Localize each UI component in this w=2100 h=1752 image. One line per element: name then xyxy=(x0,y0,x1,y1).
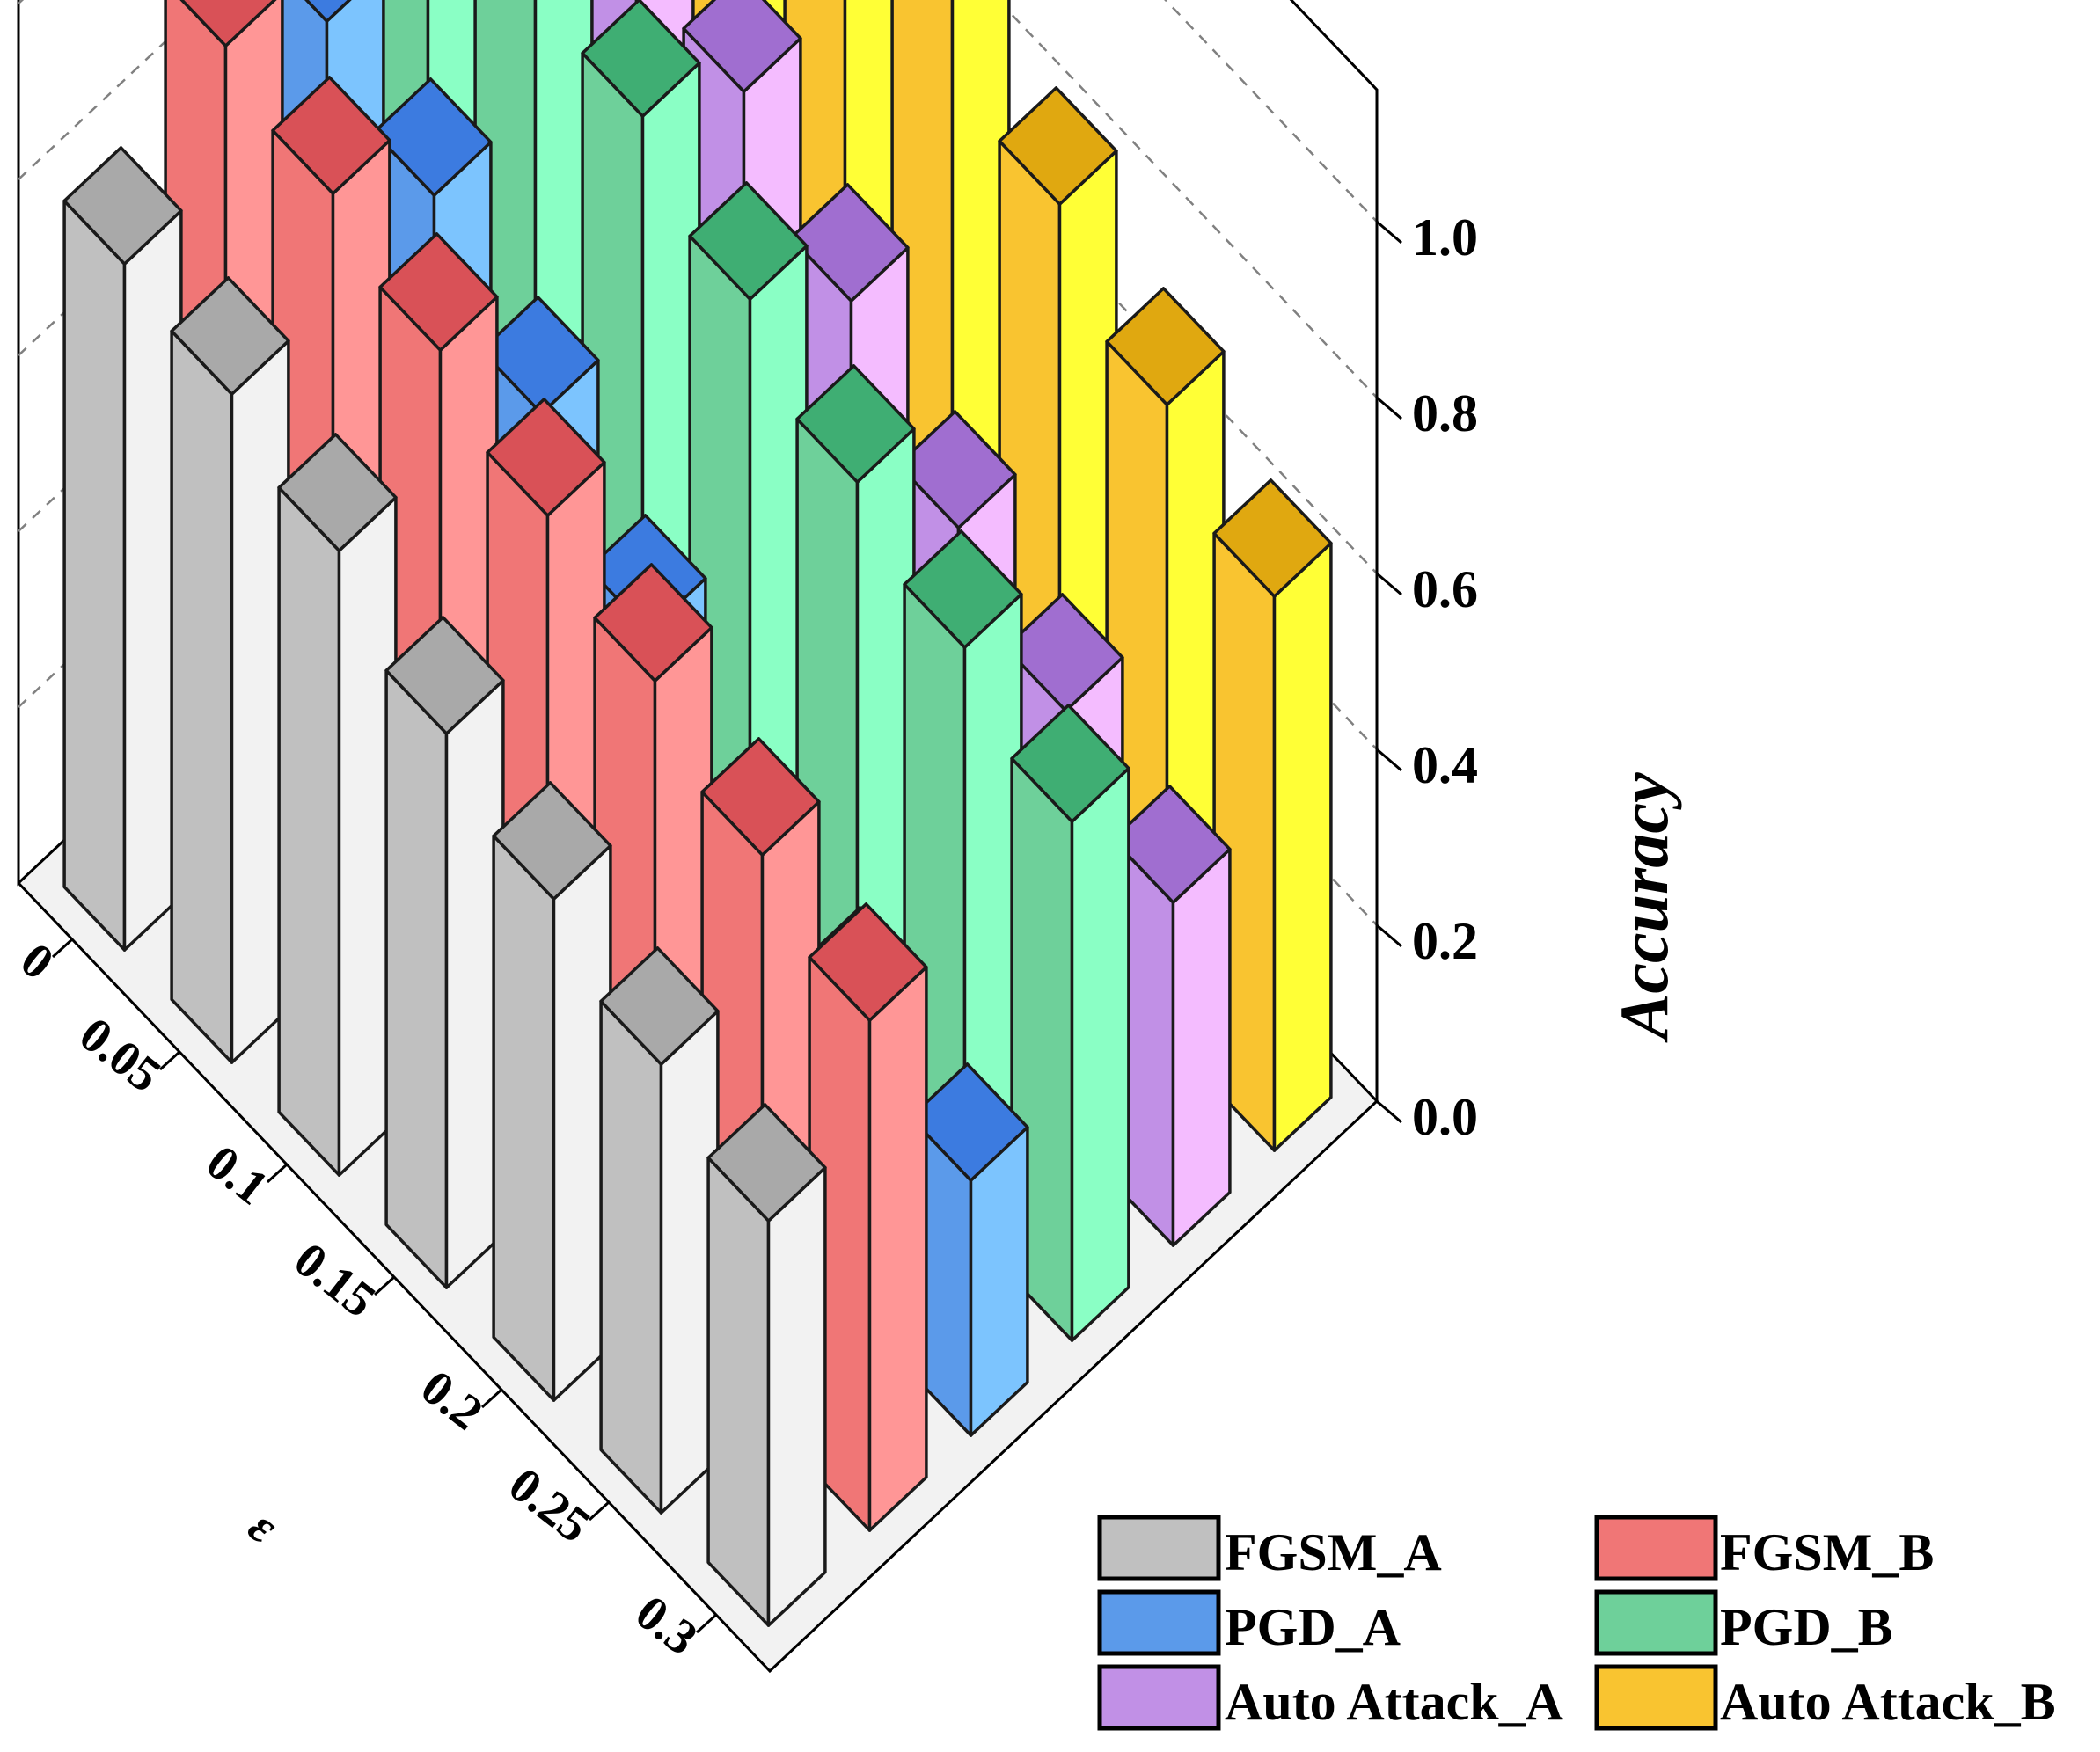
legend-swatch-auto-attack-b xyxy=(1594,1664,1718,1731)
bar-left-face xyxy=(706,1156,771,1627)
bar-fgsm-a-eps-0-25 xyxy=(599,946,720,1515)
legend-label-pgd-a: PGD_A xyxy=(1225,1598,1401,1656)
bar-right-face xyxy=(1272,541,1333,1152)
x-tick-label-4: 0.2 xyxy=(411,1360,493,1441)
bars xyxy=(62,0,1333,1627)
z-tick-0 xyxy=(1376,1099,1402,1124)
z-tick-3 xyxy=(1376,572,1402,596)
z-tick-label-5: 1.0 xyxy=(1412,208,1478,266)
bar-top-face xyxy=(372,77,493,197)
legend-label-fgsm-b: FGSM_B xyxy=(1720,1523,1934,1581)
z-tick-label-1: 0.2 xyxy=(1412,912,1478,970)
bar-top-face xyxy=(378,232,499,352)
x-tick-label-2: 0.1 xyxy=(196,1135,278,1215)
x-tick-label-0: 0 xyxy=(11,932,63,990)
bar-top-face xyxy=(1004,593,1124,712)
bar-top-face xyxy=(998,86,1118,206)
x-tick-label-6: 0.3 xyxy=(626,1585,707,1666)
bar-top-face xyxy=(1212,478,1333,598)
bar-left-face xyxy=(492,834,556,1402)
axes xyxy=(17,90,1402,1674)
bar-right-face xyxy=(1070,766,1130,1342)
legend-swatch-pgd-b xyxy=(1594,1589,1718,1656)
bar-fgsm-a-eps-0-1 xyxy=(277,433,398,1177)
bar-top-face xyxy=(909,1062,1029,1182)
legend-label-auto-attack-a: Auto Attack_A xyxy=(1225,1673,1563,1731)
bar-right-face xyxy=(867,965,928,1532)
bar-left-face xyxy=(277,485,341,1177)
bar-fgsm-a-eps-0-2 xyxy=(492,781,612,1402)
bar-right-face xyxy=(766,1165,827,1627)
bar-top-face xyxy=(271,76,391,195)
x-tick-4 xyxy=(480,1388,503,1409)
bar-fgsm-a-eps-0 xyxy=(62,146,183,952)
z-tick-5 xyxy=(1376,220,1402,245)
bar-top-face xyxy=(384,616,505,735)
bar-top-face xyxy=(593,563,713,683)
z-tick-label-4: 0.8 xyxy=(1412,384,1478,442)
z-tick-2 xyxy=(1376,748,1402,772)
legend: FGSM_A FGSM_B PGD_A PGD_B Auto Attack_A … xyxy=(1097,1515,2056,1731)
bar-top-face xyxy=(62,146,183,266)
bar-left-face xyxy=(599,999,663,1515)
z-tick-4 xyxy=(1376,396,1402,420)
bar-top-face xyxy=(808,902,928,1022)
bar-top-face xyxy=(277,433,398,552)
z-tick-labels: 0.0 0.2 0.4 0.6 0.8 1.0 xyxy=(1412,208,1478,1146)
z-tick-label-2: 0.4 xyxy=(1412,736,1478,794)
bar-top-face xyxy=(688,181,809,301)
x-axis-label: ε xyxy=(238,1499,288,1554)
bar-top-face xyxy=(795,364,916,484)
z-axis-label: Accuracy xyxy=(1606,772,1682,1044)
bar-top-face xyxy=(304,0,352,23)
legend-label-pgd-b: PGD_B xyxy=(1720,1598,1893,1656)
bar-fgsm-a-eps-0-05 xyxy=(170,276,290,1064)
bar-top-face xyxy=(170,276,290,396)
bar-auto-attack-a-eps-0-3 xyxy=(1111,785,1232,1247)
x-tick-6 xyxy=(695,1613,718,1634)
bar-top-face xyxy=(1111,785,1232,904)
x-tick-5 xyxy=(588,1500,611,1522)
z-tick-label-3: 0.6 xyxy=(1412,560,1478,618)
gridline-4 xyxy=(18,0,1378,398)
z-tick-1 xyxy=(1376,923,1402,948)
bar-top-face xyxy=(896,410,1017,529)
x-tick-0 xyxy=(51,938,74,959)
bar-top-face xyxy=(706,1103,827,1223)
bar-top-face xyxy=(682,0,802,93)
bar-fgsm-a-eps-0-3 xyxy=(706,1103,827,1627)
legend-swatch-pgd-a xyxy=(1097,1589,1221,1656)
bar-pgd-a-eps-0-3 xyxy=(909,1062,1029,1437)
bar-top-face xyxy=(479,296,600,415)
bar-left-face xyxy=(62,199,127,952)
bar-top-face xyxy=(1105,287,1226,406)
bar-auto-attack-b-eps-0-3 xyxy=(1212,478,1333,1152)
bar-fgsm-b-eps-0-3 xyxy=(808,902,928,1532)
bar-top-face xyxy=(1010,704,1130,823)
x-tick-2 xyxy=(266,1163,289,1184)
bar-pgd-b-eps-0-3 xyxy=(1010,704,1130,1342)
x-tick-3 xyxy=(373,1275,396,1296)
bar-top-face xyxy=(492,781,612,901)
z-tick-label-0: 0.0 xyxy=(1412,1088,1478,1146)
bar-top-face xyxy=(789,183,910,303)
bar-left-face xyxy=(384,668,449,1289)
legend-swatch-auto-attack-a xyxy=(1097,1664,1221,1731)
bar-fgsm-a-eps-0-15 xyxy=(384,616,505,1289)
legend-label-fgsm-a: FGSM_A xyxy=(1225,1523,1442,1581)
bar-top-face xyxy=(581,0,701,118)
bar-left-face xyxy=(170,329,234,1064)
legend-swatch-fgsm-a xyxy=(1097,1515,1221,1581)
legend-swatch-fgsm-b xyxy=(1594,1515,1718,1581)
x-tick-1 xyxy=(158,1050,181,1071)
floor-front-edge xyxy=(17,881,1379,1674)
legend-label-auto-attack-b: Auto Attack_B xyxy=(1720,1673,2056,1731)
bar-top-face xyxy=(599,946,720,1066)
bar-top-face xyxy=(903,529,1023,649)
bar-top-face xyxy=(486,398,606,517)
bar-top-face xyxy=(179,0,277,47)
bar-right-face xyxy=(1171,847,1232,1247)
bar-top-face xyxy=(700,737,821,857)
